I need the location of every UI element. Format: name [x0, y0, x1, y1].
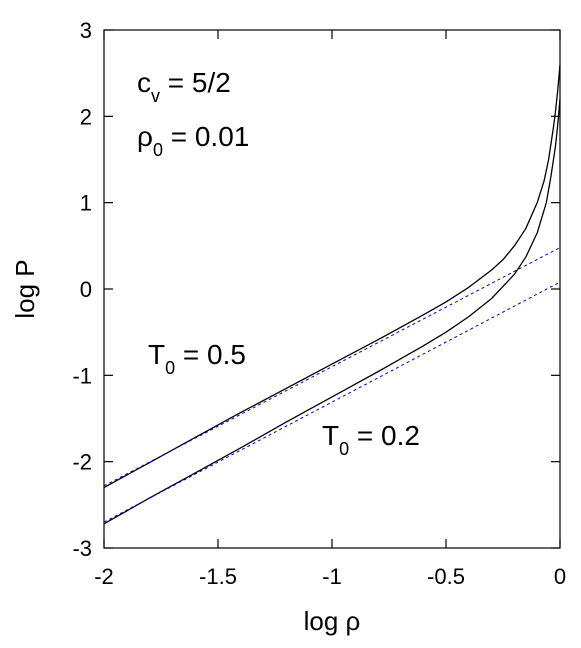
x-tick-label: -1.5	[199, 564, 237, 589]
plot-frame	[103, 29, 561, 549]
series-line-1	[103, 64, 561, 489]
y-tick-label: -1	[72, 363, 92, 388]
annotation-rho0-sub: 0	[153, 140, 163, 160]
ticks	[103, 29, 561, 549]
annotation-t02-main: T	[322, 420, 339, 451]
y-tick-label: 1	[80, 191, 92, 216]
series-line-4	[103, 281, 561, 523]
annotation-cv: cv = 5/2	[137, 67, 231, 106]
x-axis-label: log ρ	[304, 606, 361, 636]
annotation-t02-rest: = 0.2	[349, 420, 420, 451]
series-line-2	[103, 99, 561, 525]
annotation-rho0: ρ0 = 0.01	[137, 121, 249, 160]
x-tick-label: -2	[94, 564, 114, 589]
series-line-3	[103, 247, 561, 487]
y-tick-label: -3	[72, 536, 92, 561]
annotation-t05-rest: = 0.5	[175, 339, 246, 370]
x-tick-label: -0.5	[427, 564, 465, 589]
y-axis-label: log P	[10, 259, 40, 318]
annotation-cv-rest: = 5/2	[160, 67, 231, 98]
y-tick-label: -2	[72, 450, 92, 475]
annotation-t02-sub: 0	[339, 439, 349, 459]
annotation-cv-main: c	[137, 67, 151, 98]
annotation-cv-sub: v	[151, 86, 160, 106]
y-tick-label: 0	[80, 277, 92, 302]
annotation-rho0-main: ρ	[137, 121, 153, 152]
annotation-t05: T0 = 0.5	[148, 339, 246, 378]
annotation-rho0-rest: = 0.01	[163, 121, 249, 152]
y-tick-label: 3	[80, 18, 92, 43]
annotation-t05-sub: 0	[165, 358, 175, 378]
y-tick-label: 2	[80, 104, 92, 129]
annotation-t02: T0 = 0.2	[322, 420, 420, 459]
annotation-t05-main: T	[148, 339, 165, 370]
x-tick-label: 0	[554, 564, 566, 589]
series-lines	[103, 64, 561, 525]
x-tick-label: -1	[322, 564, 342, 589]
